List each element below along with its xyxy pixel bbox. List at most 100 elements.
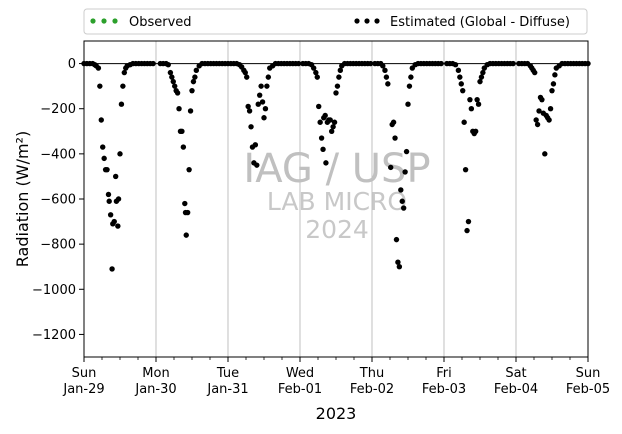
x-tick-label-day: Sun: [72, 366, 97, 381]
data-point: [408, 74, 414, 80]
x-tick-label-date: Jan-29: [62, 382, 104, 397]
data-point: [172, 83, 178, 89]
legend-label-observed: Observed: [129, 15, 192, 30]
data-point: [115, 196, 122, 202]
data-point: [117, 151, 123, 157]
data-point: [546, 117, 552, 123]
data-point: [314, 74, 320, 80]
data-point: [533, 117, 539, 123]
data-point: [244, 74, 250, 80]
data-point: [547, 106, 554, 112]
data-point: [380, 63, 386, 69]
data-point: [187, 108, 194, 114]
data-point: [167, 69, 174, 76]
data-point: [101, 155, 107, 162]
data-point: [192, 74, 198, 80]
data-point: [176, 106, 182, 112]
data-point: [189, 87, 195, 94]
data-point: [100, 144, 106, 150]
data-point: [475, 101, 482, 107]
data-point: [120, 83, 126, 89]
data-point: [405, 101, 411, 107]
grid-lines: [155, 41, 517, 357]
data-point: [334, 83, 341, 89]
data-point: [477, 78, 483, 85]
y-axis-title: Radiation (W/m²): [13, 131, 32, 267]
data-point: [264, 83, 270, 89]
x-axis: SunJan-29MonJan-30TueJan-31WedFeb-01ThuF…: [62, 357, 610, 397]
x-tick-label-date: Feb-03: [422, 382, 466, 397]
watermark-line-2: LAB MICRO: [267, 187, 407, 216]
data-point: [150, 60, 156, 67]
data-point: [464, 227, 470, 234]
data-point: [262, 106, 269, 112]
data-point: [105, 191, 112, 198]
data-point: [327, 117, 333, 123]
data-point: [550, 81, 557, 87]
data-point: [465, 218, 472, 225]
x-tick-label-date: Feb-04: [494, 382, 538, 397]
data-point: [337, 67, 344, 74]
watermark-line-3: 2024: [305, 215, 369, 244]
data-point: [331, 119, 338, 125]
y-tick-label: −1000: [32, 283, 76, 298]
data-point: [383, 74, 390, 80]
data-point: [316, 103, 322, 110]
data-point: [193, 67, 200, 74]
data-point: [510, 60, 516, 67]
x-tick-label-date: Feb-01: [278, 382, 322, 397]
y-tick-label: −400: [40, 147, 76, 162]
legend: Observed Estimated (Global - Diffuse): [83, 8, 588, 35]
data-point: [474, 96, 480, 103]
data-point: [458, 81, 464, 87]
data-point: [392, 135, 398, 141]
data-point: [367, 60, 374, 67]
data-point: [255, 101, 261, 107]
data-point: [467, 96, 473, 103]
x-tick-label-date: Feb-02: [350, 382, 394, 397]
data-point: [95, 65, 102, 71]
data-point: [246, 108, 253, 114]
data-point: [183, 232, 189, 238]
watermark: IAG / USP LAB MICRO 2024: [243, 146, 430, 244]
data-point: [452, 61, 459, 68]
data-point: [390, 119, 397, 125]
y-tick-label: −600: [40, 193, 76, 208]
data-point: [109, 266, 115, 272]
x-tick-label-day: Mon: [142, 366, 169, 381]
data-point: [115, 223, 121, 229]
legend-label-estimated: Estimated (Global - Diffuse): [390, 15, 570, 30]
watermark-line-1: IAG / USP: [243, 146, 430, 192]
data-point: [333, 90, 339, 96]
data-point: [295, 60, 302, 67]
data-point: [179, 128, 185, 134]
y-axis: 0 −200 −400 −600 −800 −1000 −1200: [32, 57, 84, 343]
data-point: [320, 146, 326, 153]
data-point: [328, 128, 335, 134]
data-point: [385, 81, 391, 87]
data-point: [457, 74, 463, 80]
data-point: [98, 117, 104, 123]
data-point: [393, 236, 400, 243]
data-point: [248, 124, 254, 130]
data-point: [532, 69, 538, 76]
data-point: [259, 99, 266, 105]
data-point: [382, 67, 388, 74]
data-point: [462, 166, 469, 173]
data-point: [242, 69, 248, 76]
x-tick-label-day: Fri: [436, 366, 452, 381]
data-point: [165, 61, 171, 68]
x-tick-label-day: Sat: [505, 366, 526, 381]
data-point: [400, 205, 407, 211]
data-point: [313, 69, 319, 76]
legend-box: [83, 8, 588, 35]
data-point: [460, 87, 466, 94]
data-point: [252, 142, 259, 148]
data-point: [310, 65, 317, 71]
data-point: [106, 198, 112, 204]
x-tick-label-date: Feb-05: [566, 382, 610, 397]
data-point: [539, 96, 545, 103]
data-point: [182, 200, 188, 207]
data-point: [322, 112, 328, 119]
data-point: [111, 218, 117, 225]
